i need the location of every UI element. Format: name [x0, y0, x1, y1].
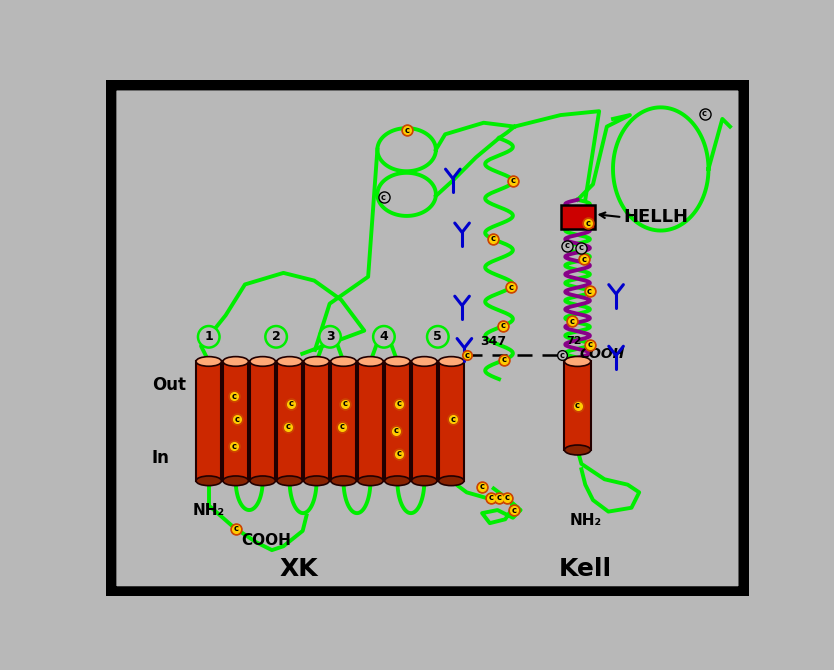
Ellipse shape: [223, 356, 249, 366]
Text: c: c: [512, 506, 517, 515]
Ellipse shape: [331, 356, 356, 366]
Text: 347: 347: [480, 335, 507, 348]
Ellipse shape: [412, 476, 437, 486]
Text: c: c: [565, 241, 570, 250]
Bar: [358, 361, 383, 481]
Text: c: c: [404, 126, 409, 135]
Text: c: c: [575, 401, 580, 410]
Text: c: c: [394, 426, 399, 436]
Text: c: c: [450, 415, 455, 423]
Bar: [565, 361, 590, 450]
Circle shape: [319, 326, 341, 348]
Text: 4: 4: [379, 330, 389, 343]
Ellipse shape: [384, 356, 410, 366]
Text: 72: 72: [566, 336, 581, 346]
Ellipse shape: [358, 356, 383, 366]
Text: c: c: [496, 493, 501, 502]
Text: c: c: [585, 218, 590, 228]
Text: COOH: COOH: [579, 347, 625, 360]
Ellipse shape: [439, 356, 464, 366]
Bar: [250, 361, 275, 481]
Ellipse shape: [196, 356, 222, 366]
FancyBboxPatch shape: [109, 84, 746, 593]
Circle shape: [265, 326, 287, 348]
Text: c: c: [505, 493, 510, 502]
Text: In: In: [151, 449, 169, 467]
Text: HELLH: HELLH: [624, 208, 689, 226]
Circle shape: [373, 326, 394, 348]
Ellipse shape: [384, 476, 410, 486]
Ellipse shape: [358, 476, 383, 486]
Ellipse shape: [304, 476, 329, 486]
Ellipse shape: [565, 356, 590, 366]
Bar: [223, 361, 249, 481]
Ellipse shape: [223, 476, 249, 486]
Text: c: c: [510, 176, 515, 186]
Text: c: c: [582, 255, 587, 264]
Text: c: c: [289, 399, 294, 408]
Ellipse shape: [250, 356, 275, 366]
Text: 1: 1: [204, 330, 214, 343]
Text: 5: 5: [434, 330, 442, 343]
Text: NH₂: NH₂: [193, 502, 225, 517]
Text: 2: 2: [272, 330, 280, 343]
Circle shape: [198, 326, 219, 348]
Text: c: c: [502, 355, 507, 364]
Text: c: c: [560, 351, 565, 360]
Text: c: c: [509, 283, 514, 291]
Ellipse shape: [439, 476, 464, 486]
Text: c: c: [396, 450, 401, 458]
Ellipse shape: [250, 476, 275, 486]
Text: c: c: [587, 287, 592, 295]
Text: c: c: [339, 422, 344, 431]
Text: c: c: [702, 109, 707, 118]
Bar: [560, 205, 595, 229]
Text: c: c: [500, 322, 505, 330]
Text: XK: XK: [279, 557, 318, 582]
Ellipse shape: [277, 356, 302, 366]
Text: NH₂: NH₂: [570, 513, 601, 529]
Text: c: c: [578, 243, 583, 253]
Ellipse shape: [304, 356, 329, 366]
Text: c: c: [381, 193, 386, 202]
Circle shape: [427, 326, 449, 348]
Ellipse shape: [565, 445, 590, 455]
Text: 3: 3: [326, 330, 334, 343]
Text: c: c: [232, 442, 237, 451]
Bar: [304, 361, 329, 481]
Text: Kell: Kell: [559, 557, 612, 582]
Ellipse shape: [277, 476, 302, 486]
Text: c: c: [587, 340, 592, 350]
Text: c: c: [396, 399, 401, 408]
Text: c: c: [490, 234, 495, 243]
Text: c: c: [285, 422, 290, 431]
Text: c: c: [480, 482, 485, 492]
Bar: [196, 361, 222, 481]
Bar: [331, 361, 356, 481]
Text: c: c: [465, 351, 470, 360]
Text: Out: Out: [153, 376, 187, 393]
Text: c: c: [343, 399, 348, 408]
Bar: [277, 361, 302, 481]
Bar: [439, 361, 464, 481]
Text: c: c: [489, 493, 494, 502]
Ellipse shape: [331, 476, 356, 486]
Text: c: c: [234, 415, 239, 423]
Text: c: c: [234, 524, 239, 533]
Bar: [384, 361, 410, 481]
Ellipse shape: [196, 476, 222, 486]
Text: c: c: [232, 391, 237, 401]
Text: COOH: COOH: [241, 533, 291, 548]
Ellipse shape: [412, 356, 437, 366]
Text: c: c: [570, 317, 575, 326]
Bar: [412, 361, 437, 481]
